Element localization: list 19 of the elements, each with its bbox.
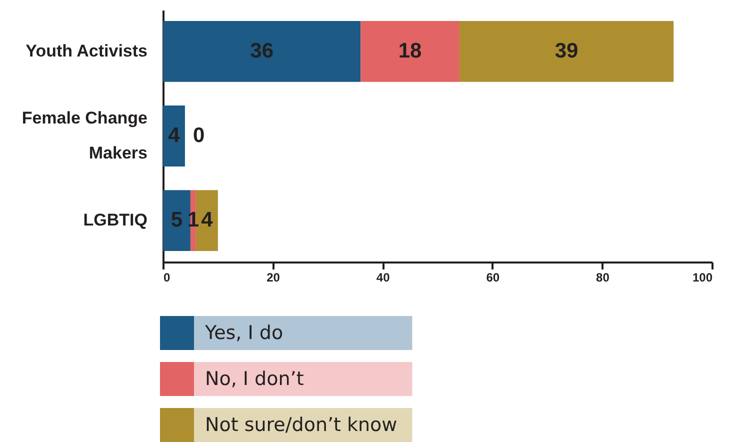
data-label: 39 <box>554 39 578 62</box>
x-tick-label: 40 <box>376 270 390 284</box>
data-label: 4 <box>201 208 214 232</box>
x-tick-label: 60 <box>486 270 500 284</box>
y-tick-label: Youth Activists <box>26 41 148 60</box>
legend-label: Yes, I do <box>204 322 284 344</box>
y-tick-label: Female Change Makers <box>22 108 148 162</box>
data-label: 5 <box>170 208 183 232</box>
legend-label: Not sure/don’t know <box>205 414 398 436</box>
data-label: 36 <box>250 39 274 62</box>
x-tick-label: 0 <box>164 270 170 284</box>
data-label: 4 <box>168 124 180 147</box>
data-label: 0 <box>192 124 205 147</box>
y-tick-label: LGBTIQ <box>83 210 148 230</box>
legend-label: No, I don’t <box>205 368 304 390</box>
x-tick-label: 80 <box>596 270 610 284</box>
x-tick-label: 100 <box>692 270 713 284</box>
x-tick-label: 20 <box>266 270 280 284</box>
data-label: 18 <box>398 39 422 62</box>
